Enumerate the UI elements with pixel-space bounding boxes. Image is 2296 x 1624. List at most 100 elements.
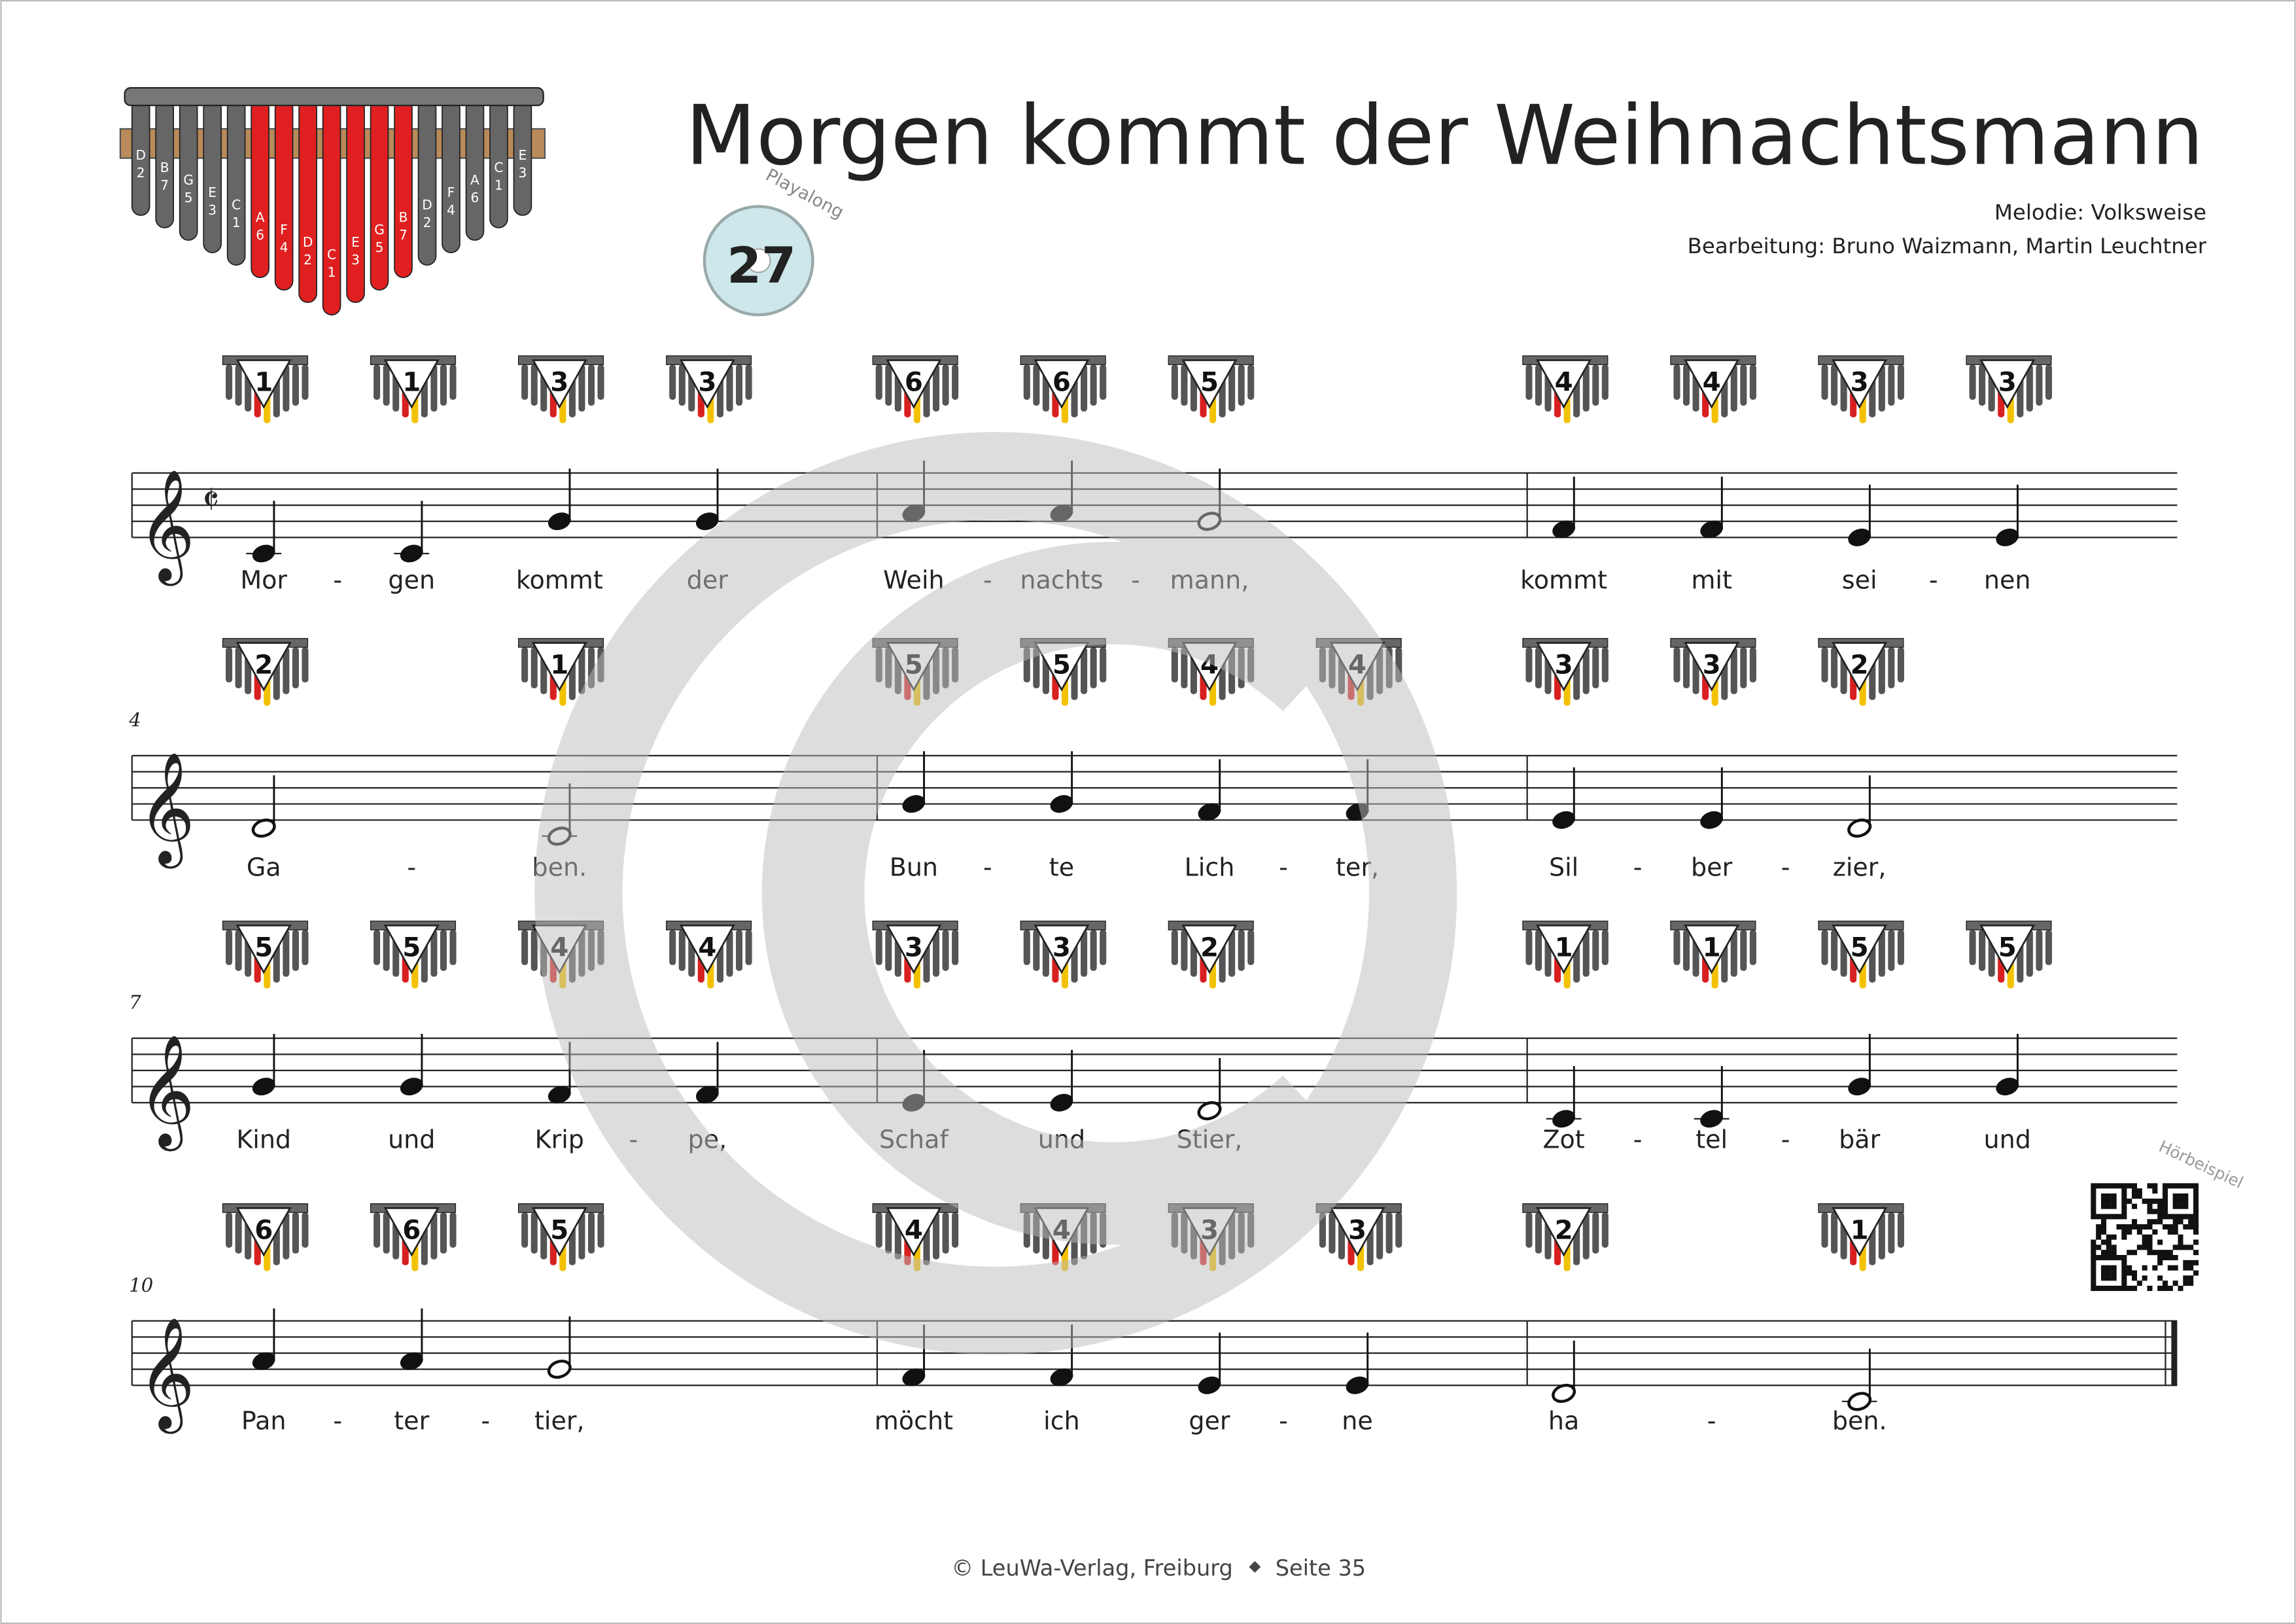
kalimba-tab: 1 — [1522, 921, 1609, 989]
tab-tine — [1888, 1212, 1895, 1254]
qr-module — [2136, 1193, 2142, 1199]
tab-tine — [1525, 1212, 1533, 1248]
tine-number: 3 — [518, 165, 527, 181]
qr-module — [2167, 1250, 2173, 1256]
qr-module — [2111, 1234, 2117, 1240]
tine-note: E — [208, 185, 217, 200]
final-barline-thick — [2171, 1320, 2178, 1386]
qr-module — [2121, 1209, 2127, 1214]
lyric: tier, — [534, 1406, 585, 1435]
lyric: nen — [1984, 566, 2031, 595]
tab-tine — [1749, 647, 1756, 682]
qr-module — [2183, 1265, 2189, 1271]
kalimba-tab: 6 — [222, 1203, 309, 1271]
tab-tine — [235, 364, 242, 406]
tab-tine — [302, 1212, 309, 1248]
tab-tine — [1171, 647, 1178, 682]
tab-number: 3 — [1348, 1215, 1366, 1245]
lyric: ich — [1043, 1406, 1080, 1435]
tab-tine — [1878, 1212, 1885, 1260]
tab-tine — [1888, 364, 1895, 406]
tab-triangle — [1181, 359, 1238, 409]
qr-module — [2121, 1260, 2127, 1265]
tab-tine — [1831, 647, 1838, 688]
tab-tine — [597, 1212, 604, 1248]
qr-module — [2111, 1198, 2117, 1204]
tab-tine — [942, 930, 949, 971]
tab-tine — [1090, 364, 1097, 406]
qr-module — [2106, 1214, 2112, 1220]
tab-number: 5 — [550, 1215, 568, 1245]
qr-module — [2183, 1260, 2189, 1265]
kalimba-tab: 5 — [1168, 355, 1255, 423]
tine-note: F — [280, 222, 288, 238]
tine-number: 4 — [447, 202, 455, 218]
tab-tine — [1601, 364, 1609, 400]
tab-tine — [587, 1212, 595, 1254]
tab-tine — [531, 364, 538, 406]
lyric: möcht — [875, 1406, 953, 1435]
qr-module — [2091, 1280, 2096, 1286]
tine-note: D — [303, 234, 313, 250]
tine-number: 1 — [328, 264, 336, 280]
tab-tine — [1090, 647, 1097, 688]
qr-module — [2178, 1219, 2183, 1225]
tab-triangle — [235, 642, 292, 692]
qr-module — [2188, 1183, 2194, 1189]
tab-number: 4 — [698, 932, 716, 962]
tine-number: 2 — [304, 252, 312, 268]
tab-tine — [440, 930, 447, 971]
qr-module — [2106, 1275, 2112, 1281]
tab-tine — [942, 364, 949, 406]
tab-tine — [578, 647, 585, 694]
qr-module — [2152, 1250, 2158, 1256]
tab-tine — [283, 930, 290, 977]
qr-module — [2091, 1239, 2096, 1245]
tab-tine — [1740, 364, 1747, 406]
lyric-hyphen: - — [1633, 1125, 1643, 1154]
tab-tine — [374, 1212, 381, 1248]
qr-module — [2096, 1244, 2102, 1250]
tab-tine — [1878, 364, 1885, 412]
tab-triangle — [1536, 642, 1592, 692]
tab-number: 6 — [254, 1215, 273, 1245]
qr-module — [2096, 1214, 2102, 1220]
tab-triangle — [1536, 1207, 1592, 1257]
qr-module — [2127, 1224, 2132, 1230]
qr-module — [2193, 1239, 2199, 1245]
lyric: und — [1984, 1125, 2031, 1154]
qr-module — [2167, 1183, 2173, 1189]
qr-module — [2157, 1260, 2163, 1265]
tab-tine — [283, 364, 290, 412]
qr-module — [2100, 1250, 2107, 1256]
qr-module — [2172, 1244, 2178, 1250]
tab-triangle — [235, 359, 292, 409]
qr-module — [2142, 1265, 2148, 1271]
tab-number: 5 — [1998, 932, 2017, 962]
qr-module — [2157, 1214, 2163, 1220]
qr-module — [2136, 1224, 2142, 1230]
tab-tine — [1582, 1212, 1590, 1260]
tab-number: 6 — [1052, 368, 1071, 398]
qr-module — [2131, 1188, 2138, 1194]
qr-module — [2162, 1188, 2168, 1194]
qr-module — [2152, 1265, 2158, 1271]
tab-tine — [885, 1212, 892, 1254]
tine — [370, 99, 389, 291]
qr-module — [2152, 1229, 2158, 1235]
tab-tine — [1683, 647, 1690, 688]
qr-module — [2183, 1214, 2189, 1220]
tab-number: 4 — [905, 1215, 923, 1245]
qr-module — [2162, 1280, 2168, 1286]
qr-module — [2162, 1209, 2168, 1214]
tab-tine — [1821, 1212, 1828, 1248]
tab-tine — [1969, 930, 1976, 965]
tab-number: 5 — [1851, 932, 1869, 962]
qr-module — [2121, 1275, 2127, 1281]
tab-tine — [283, 647, 290, 694]
kalimba-tab: 4 — [1522, 355, 1609, 423]
tab-tine — [1888, 647, 1895, 688]
tine-number: 6 — [471, 190, 479, 205]
qr-module — [2111, 1214, 2117, 1220]
lyric: ha — [1548, 1406, 1579, 1435]
